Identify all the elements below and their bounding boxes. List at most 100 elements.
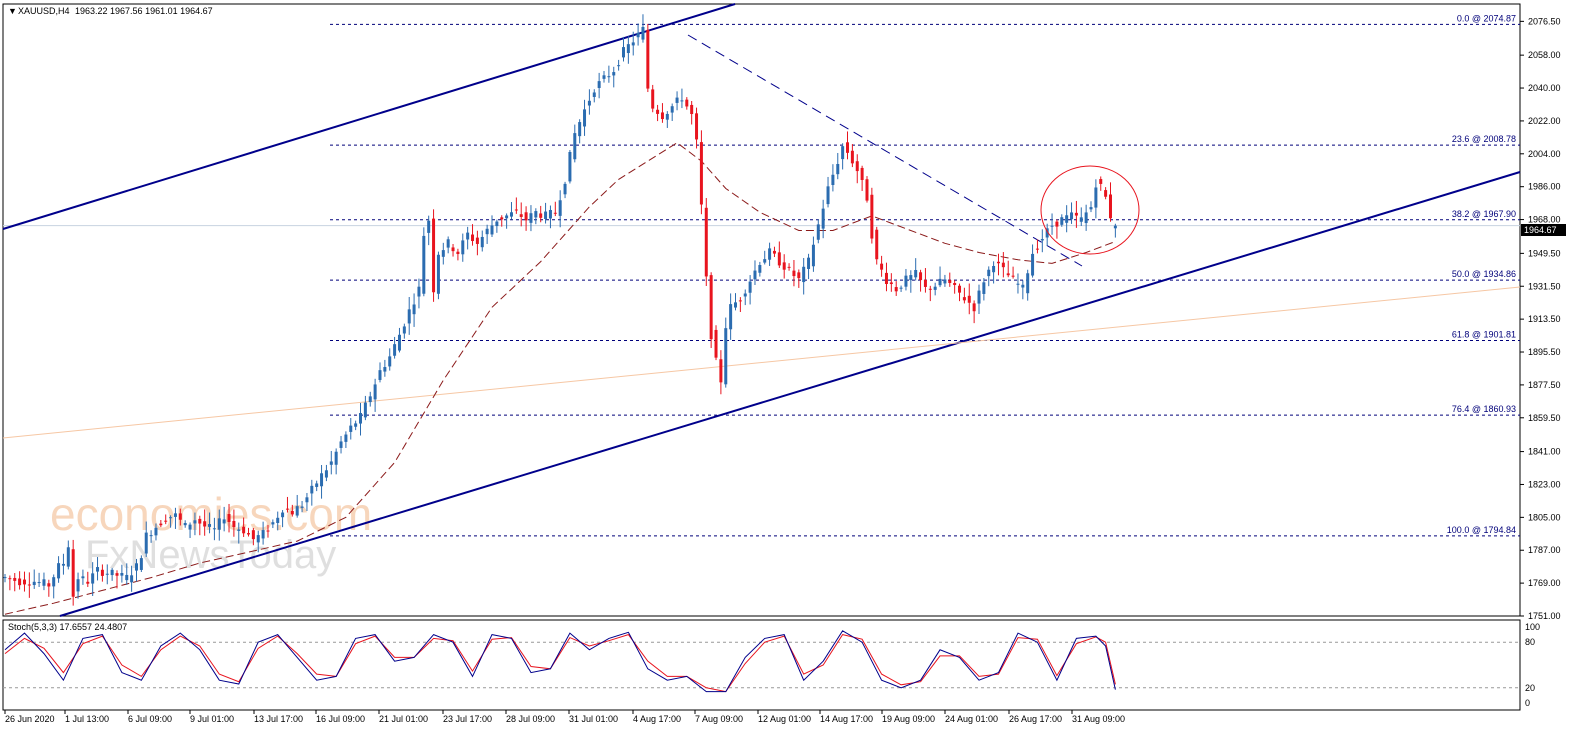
candle-body xyxy=(909,275,913,281)
fib-level-label: 23.6 @ 2008.78 xyxy=(1452,134,1516,144)
trend-lines xyxy=(2,3,1521,617)
candle-body xyxy=(169,517,173,519)
candle-body xyxy=(310,485,314,494)
candle-body xyxy=(276,517,280,523)
x-tick-label: 31 Jul 01:00 xyxy=(569,714,618,724)
fib-level-label: 0.0 @ 2074.87 xyxy=(1457,13,1516,23)
candle-body xyxy=(461,240,465,255)
stoch-signal-line xyxy=(4,634,1116,693)
x-tick-label: 6 Jul 09:00 xyxy=(128,714,172,724)
candle-body xyxy=(544,211,548,219)
candle-body xyxy=(860,167,864,181)
candle-body xyxy=(320,473,324,487)
candle-body xyxy=(894,287,898,292)
candle-body xyxy=(1016,283,1020,285)
candle-body xyxy=(27,584,31,586)
candle-body xyxy=(91,573,95,584)
candle-body xyxy=(198,518,202,524)
stochastic-oscillator: 100 80 20 0 xyxy=(3,622,1540,708)
candle-body xyxy=(388,356,392,367)
candle-body xyxy=(943,279,947,284)
y-tick-label: 2058.00 xyxy=(1528,50,1561,60)
candle-body xyxy=(621,47,625,58)
candle-body xyxy=(695,113,699,140)
candle-body xyxy=(1065,215,1069,223)
candle-body xyxy=(948,280,952,283)
stoch-level-label: 100 xyxy=(1525,622,1540,632)
candle-body xyxy=(242,526,246,534)
candle-body xyxy=(1104,190,1108,197)
candle-body xyxy=(1074,212,1078,216)
candle-body xyxy=(816,224,820,240)
x-tick-label: 31 Aug 09:00 xyxy=(1072,714,1125,724)
candle-body xyxy=(368,396,372,403)
symbol-arrow-icon[interactable]: ▼ xyxy=(8,6,17,16)
candle-body xyxy=(271,522,275,525)
candle-body xyxy=(919,272,923,281)
candle-body xyxy=(831,174,835,185)
candle-body xyxy=(821,208,825,229)
candle-body xyxy=(61,563,65,566)
main-plot-frame xyxy=(2,3,1521,617)
candle-body xyxy=(485,228,489,235)
candle-body xyxy=(675,97,679,103)
candle-body xyxy=(563,183,567,195)
x-tick-label: 28 Jul 09:00 xyxy=(506,714,555,724)
candle-body xyxy=(753,270,757,280)
candle-body xyxy=(329,461,333,465)
candle-body xyxy=(32,581,36,586)
candle-body xyxy=(704,207,708,277)
candle-body xyxy=(441,250,445,257)
candle-body xyxy=(734,302,737,308)
x-tick-label: 24 Aug 01:00 xyxy=(945,714,998,724)
candle-body xyxy=(1084,212,1088,224)
candle-body xyxy=(397,334,401,351)
candle-body xyxy=(144,532,148,554)
x-tick-label: 1 Jul 13:00 xyxy=(65,714,109,724)
candle-body xyxy=(855,161,859,172)
candle-body xyxy=(96,567,100,572)
candles xyxy=(3,14,1117,606)
candle-body xyxy=(159,523,163,526)
candle-body xyxy=(870,194,874,239)
candle-body xyxy=(139,558,143,570)
candle-body xyxy=(992,265,996,273)
candle-body xyxy=(22,579,26,585)
y-tick-label: 1859.50 xyxy=(1528,413,1561,423)
candle-body xyxy=(208,524,212,527)
x-tick-label: 26 Jun 2020 xyxy=(5,714,55,724)
candle-body xyxy=(407,309,411,324)
y-tick-label: 1968.00 xyxy=(1528,215,1561,225)
x-tick-label: 21 Jul 01:00 xyxy=(379,714,428,724)
candle-body xyxy=(86,581,90,584)
candle-body xyxy=(115,573,119,576)
candle-body xyxy=(125,574,129,581)
candle-body xyxy=(524,212,528,221)
candle-body xyxy=(373,384,377,400)
candle-body xyxy=(1006,273,1010,276)
current-price-tag xyxy=(1521,224,1566,236)
current-price-label: 1964.67 xyxy=(1524,225,1557,235)
fib-levels: 0.0 @ 2074.87 23.6 @ 2008.78 38.2 @ 1967.9… xyxy=(3,13,1520,537)
x-tick-label: 26 Aug 17:00 xyxy=(1009,714,1062,724)
candle-body xyxy=(631,42,635,46)
candle-body xyxy=(568,151,572,182)
candle-body xyxy=(1040,239,1044,241)
candle-body xyxy=(972,303,976,312)
candle-body xyxy=(509,212,513,217)
candle-body xyxy=(42,579,46,586)
candle-body xyxy=(1070,212,1074,220)
candle-body xyxy=(71,549,75,597)
candle-body xyxy=(344,434,348,442)
candle-body xyxy=(777,252,781,266)
y-tick-label: 1913.50 xyxy=(1528,314,1561,324)
candle-body xyxy=(480,236,484,248)
candle-body xyxy=(607,76,611,78)
y-tick-label: 1986.00 xyxy=(1528,182,1561,192)
candle-body xyxy=(996,261,1000,264)
candle-body xyxy=(772,250,776,254)
candle-body xyxy=(393,344,397,356)
candle-body xyxy=(466,232,470,240)
candle-body xyxy=(743,293,747,297)
